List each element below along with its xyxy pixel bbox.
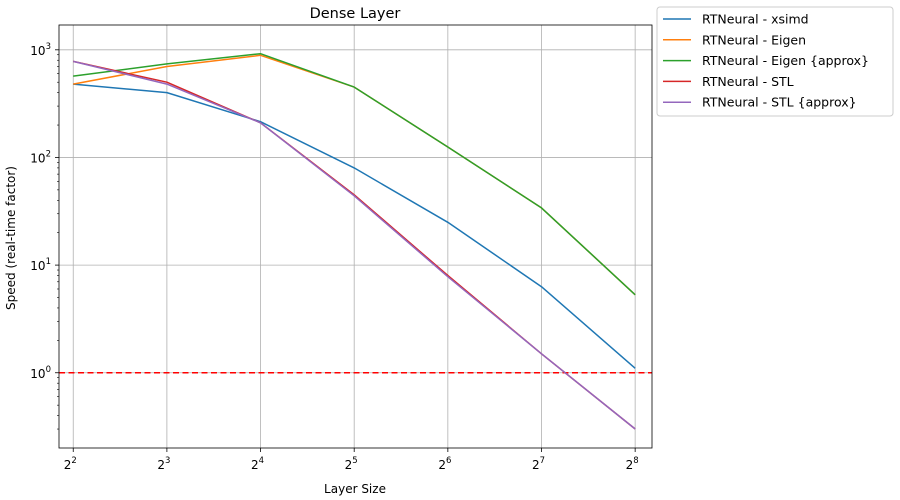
x-tick-label: 22 — [64, 456, 77, 472]
x-tick-label: 23 — [157, 456, 170, 472]
chart-title: Dense Layer — [310, 6, 401, 22]
axes: 22 23 24 25 26 27 28 100 101 102 103 — [30, 24, 653, 472]
legend-entry: RTNeural - STL — [702, 74, 794, 89]
legend-entry: RTNeural - Eigen {approx} — [702, 53, 869, 68]
legend-entry: RTNeural - STL {approx} — [702, 95, 857, 110]
series-line-3 — [73, 52, 636, 296]
series-group — [73, 52, 636, 430]
y-tick-label: 102 — [30, 149, 51, 165]
series-line-5 — [73, 60, 636, 430]
legend-entry: RTNeural - Eigen — [702, 32, 806, 47]
x-tick-label: 27 — [532, 456, 545, 472]
y-tick-label: 103 — [30, 42, 51, 58]
y-tick-label: 101 — [30, 257, 51, 273]
legend: RTNeural - xsimd RTNeural - Eigen RTNeural… — [656, 6, 894, 117]
y-axis-label: Speed (real-time factor) — [4, 166, 18, 310]
legend-entry: RTNeural - xsimd — [702, 12, 809, 27]
plot-frame — [58, 24, 653, 449]
series-line-1 — [73, 83, 636, 369]
x-tick-label: 28 — [626, 456, 639, 472]
grid — [59, 25, 652, 448]
x-tick-label: 25 — [345, 456, 358, 472]
y-tick-label: 100 — [30, 365, 51, 381]
x-tick-label: 24 — [251, 456, 264, 472]
x-axis-label: Layer Size — [324, 482, 386, 496]
x-tick-label: 26 — [438, 456, 451, 472]
legend-box — [656, 6, 894, 117]
